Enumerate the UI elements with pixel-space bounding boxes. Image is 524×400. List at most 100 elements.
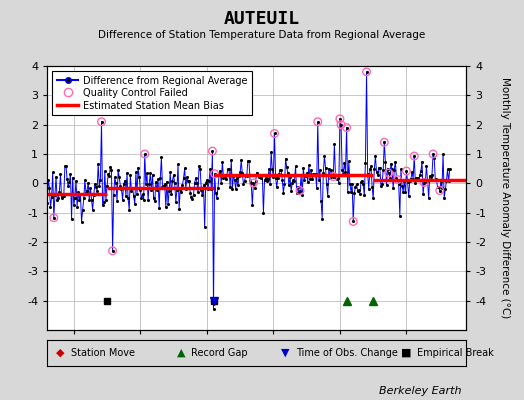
Point (271, 175, 280, 181)
Point (269, 174, 278, 180)
Point (248, 202, 257, 208)
Point (399, 189, 407, 195)
Point (107, 166, 116, 173)
Point (379, 167, 387, 173)
Point (73, 203, 81, 210)
Point (416, 172, 424, 178)
Point (425, 173, 434, 179)
Point (359, 181, 367, 188)
Legend: Difference from Regional Average, Quality Control Failed, Estimated Station Mean: Difference from Regional Average, Qualit… (52, 71, 253, 116)
Point (294, 189, 303, 196)
Point (307, 167, 315, 174)
Point (392, 175, 401, 182)
Point (260, 177, 269, 183)
Point (380, 139, 388, 146)
Point (424, 195, 433, 201)
Point (59, 192, 67, 199)
Point (280, 181, 289, 188)
Point (306, 176, 314, 182)
Point (278, 177, 287, 183)
Point (71, 194, 79, 201)
Point (129, 192, 138, 199)
Point (360, 192, 368, 198)
Point (268, 166, 277, 172)
Point (85, 197, 93, 204)
Point (352, 181, 361, 188)
Point (336, 116, 344, 122)
Point (108, 248, 117, 254)
Point (212, 190, 220, 196)
Point (256, 172, 264, 178)
Point (441, 186, 450, 193)
Point (158, 183, 167, 190)
Point (235, 173, 243, 179)
Point (237, 157, 245, 164)
Point (65, 179, 73, 186)
Point (238, 170, 246, 177)
Point (117, 186, 126, 192)
Point (344, 188, 352, 195)
Point (186, 189, 194, 196)
Point (90, 192, 98, 198)
Point (231, 177, 239, 183)
Point (230, 173, 238, 179)
Point (377, 183, 385, 189)
Point (166, 169, 174, 176)
Point (321, 164, 330, 171)
Point (367, 163, 375, 170)
Point (298, 192, 307, 198)
Point (218, 158, 226, 165)
Point (327, 167, 335, 174)
Point (167, 191, 176, 198)
Point (389, 185, 397, 191)
Point (187, 194, 195, 200)
Point (119, 181, 128, 187)
Point (435, 187, 444, 194)
Point (160, 181, 169, 188)
Point (310, 170, 319, 177)
Point (211, 170, 219, 177)
Point (433, 184, 442, 190)
Point (148, 172, 157, 178)
Point (288, 180, 297, 186)
Point (185, 178, 193, 184)
Point (53, 197, 61, 204)
Text: ▲: ▲ (177, 348, 185, 358)
Point (329, 173, 337, 180)
Point (388, 166, 396, 172)
Point (276, 167, 284, 174)
Point (440, 195, 449, 201)
Point (326, 174, 334, 181)
Point (176, 186, 184, 192)
Point (228, 186, 236, 192)
Point (56, 171, 64, 177)
Point (338, 166, 346, 173)
Point (135, 174, 144, 180)
Point (390, 166, 398, 173)
Point (106, 164, 115, 170)
Point (412, 174, 421, 181)
Point (323, 192, 332, 199)
Point (325, 166, 333, 172)
Point (346, 180, 354, 187)
Point (168, 178, 177, 184)
Point (439, 151, 447, 157)
Point (387, 160, 395, 167)
Point (242, 172, 250, 178)
Point (289, 176, 298, 183)
Point (311, 171, 320, 177)
Point (194, 189, 202, 196)
Point (150, 198, 159, 205)
Point (114, 167, 122, 174)
Point (317, 198, 325, 204)
Point (267, 149, 276, 156)
Point (398, 183, 406, 189)
Point (43, 200, 51, 206)
Point (60, 192, 68, 199)
Point (430, 154, 439, 161)
Point (86, 184, 95, 191)
Point (88, 196, 96, 203)
Point (380, 139, 388, 146)
Point (303, 178, 312, 185)
Text: Station Move: Station Move (71, 348, 135, 358)
